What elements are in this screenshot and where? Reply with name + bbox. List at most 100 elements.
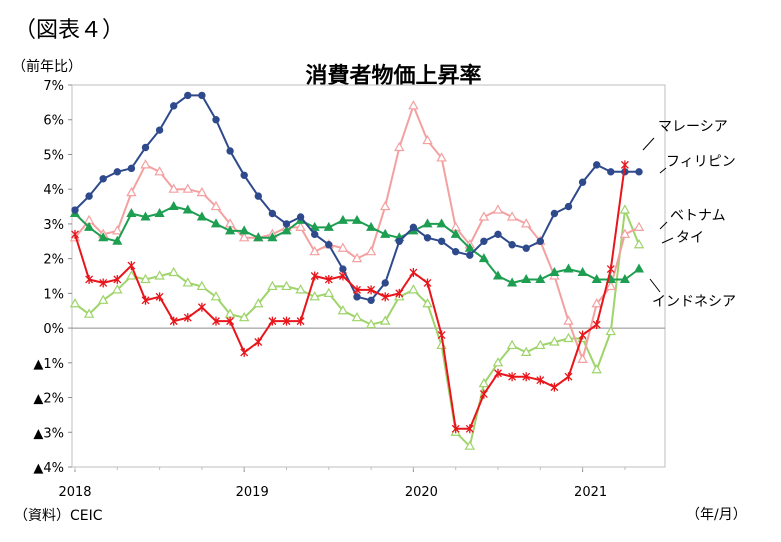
data-point [154,166,165,176]
chart-axes: 7% 6% 5% 4% 3% 2% 1% 0% ▲1% ▲2% ▲3% ▲4% 2018 2019 2020… [33,79,666,500]
data-point [168,266,179,277]
y-tick-label: 7% [43,79,64,94]
data-point [464,440,476,450]
data-point [295,221,306,231]
data-point [351,214,363,224]
data-point [549,336,560,346]
data-point [592,320,601,330]
data-point [478,211,490,221]
data-point [99,278,108,288]
data-point [436,218,447,228]
data-point [452,247,460,256]
y-tick-label: 1% [43,287,64,302]
data-point [492,204,504,214]
legend-label-マレーシア: マレーシア [658,119,728,135]
data-point [254,337,263,347]
data-point [620,160,629,170]
data-point [605,325,617,336]
data-point [168,201,179,211]
data-point [367,296,375,305]
data-point [267,232,278,242]
data-point [281,225,292,235]
data-point [112,235,123,245]
data-point [619,204,631,214]
legend-label-フィリピン: フィリピン [666,154,736,170]
chart-series [69,91,645,450]
data-point [184,91,192,100]
data-point [282,220,291,228]
data-point [633,221,645,231]
x-tick-label: 2020 [405,485,438,500]
data-point [564,202,573,211]
data-point [395,237,403,245]
data-point [423,234,432,242]
data-point [466,251,474,259]
data-point [577,353,588,363]
y-tick-label: 5% [43,148,64,163]
data-point [239,225,250,235]
data-point [141,143,150,152]
data-point [84,221,95,231]
data-point [479,389,488,399]
data-point [126,186,137,197]
plot-frame [71,84,666,468]
data-point [578,178,587,186]
data-point [520,218,532,228]
data-point [607,168,615,176]
data-point [210,200,222,211]
data-point [535,339,546,350]
data-point [296,316,305,326]
data-point [182,183,194,193]
x-tick-label: 2021 [574,485,607,500]
data-point [210,218,222,228]
x-tick-label: 2019 [236,485,269,500]
data-point [309,221,320,231]
data-point [324,274,333,284]
data-point [395,288,404,298]
data-point [141,295,150,305]
data-point [339,265,347,273]
data-point [550,209,559,218]
data-point [182,204,193,214]
data-point [409,223,418,232]
series-ベトナム [69,100,645,363]
x-axis-unit-label: （年/月） [686,507,747,523]
data-point [578,330,587,340]
data-point [253,232,264,242]
data-point [83,308,95,318]
data-point [182,277,194,287]
data-point [338,271,347,281]
data-point [422,298,433,308]
data-point [226,147,234,155]
data-point [577,267,588,277]
data-point [437,237,446,245]
data-point [535,273,546,283]
data-point [212,116,220,124]
data-point [309,291,320,301]
data-point [367,285,376,295]
data-point [240,347,249,357]
data-point [380,228,391,238]
data-point [238,232,250,242]
data-point [451,424,460,434]
legend-label-タイ: タイ [676,230,704,246]
data-point [127,261,136,271]
data-point [464,242,475,252]
data-point [563,263,574,273]
data-point [97,294,109,304]
data-point [337,304,349,315]
data-point [536,375,545,385]
data-point [267,280,278,291]
data-point [71,206,79,214]
y-tick-label: 2% [43,253,64,268]
legend-pointer [642,137,655,151]
data-point [563,315,574,325]
data-point [140,159,151,169]
data-point [492,270,504,280]
y-tick-label: 6% [43,114,64,129]
data-point [591,298,602,308]
y-tick-label: ▲2% [33,392,64,407]
data-point [112,225,123,235]
data-point [633,239,645,249]
